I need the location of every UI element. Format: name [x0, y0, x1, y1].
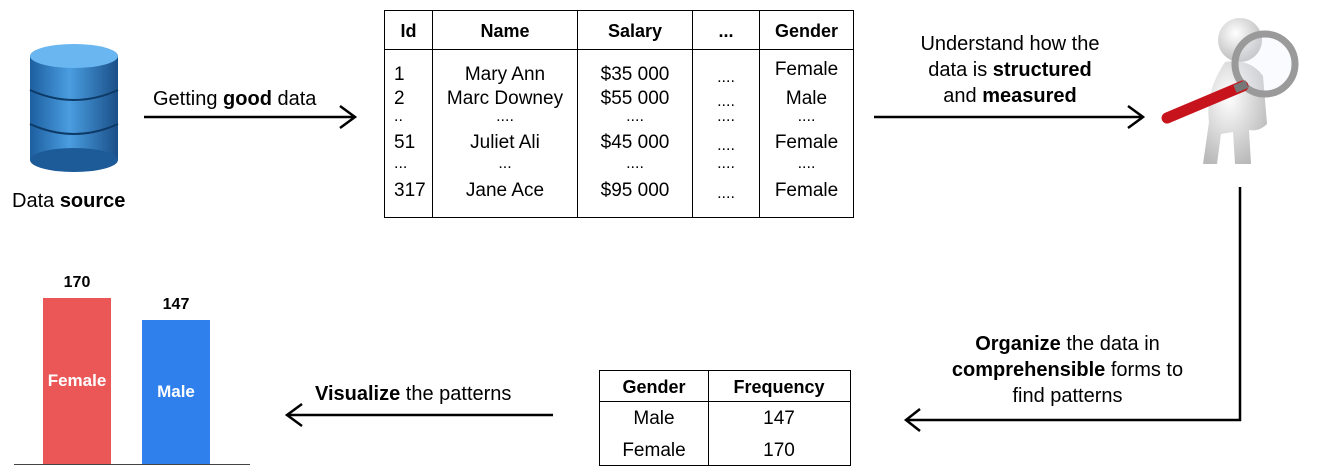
table-cell: 317 [394, 180, 426, 201]
table-cell: .... [717, 185, 735, 202]
table-cell: .... [717, 108, 735, 125]
table-cell: 51 [394, 132, 416, 153]
table-header-gender: Gender [774, 21, 839, 41]
table-cell: Female [774, 59, 839, 80]
table-cell: .... [626, 155, 644, 172]
arrow-left [284, 402, 553, 428]
freq-header-gender: Gender [622, 377, 686, 397]
chart-baseline [14, 464, 250, 465]
table-cell: Marc Downey [446, 88, 564, 109]
table-header-name: Name [480, 21, 530, 41]
table-cell: $45 000 [600, 132, 670, 153]
table-cell: Juliet Ali [470, 132, 540, 153]
table-cell: Female [774, 132, 839, 153]
table-cell: .... [496, 108, 514, 125]
table-cell: Jane Ace [465, 180, 545, 201]
table-cell: .... [797, 108, 816, 125]
bar-male: Male [142, 320, 210, 464]
table-cell: 1 [394, 64, 405, 85]
arrow-right-1 [144, 104, 358, 130]
understand-structure-label: Understand how the data is structured an… [920, 33, 1100, 107]
organize-data-label: Organize the data in comprehensible form… [951, 333, 1184, 407]
table-cell: Female [774, 180, 839, 201]
getting-good-data-label: Getting good data [153, 88, 317, 110]
gender-bar-chart: Female 170 Male 147 [0, 260, 260, 472]
table-cell: .... [626, 108, 644, 125]
database-icon [29, 44, 119, 172]
table-cell: .... [797, 155, 816, 172]
frequency-table: Gender Frequency Male 147 Female 170 [599, 370, 851, 466]
bar-female: Female [43, 298, 111, 464]
freq-cell: 170 [763, 440, 795, 461]
table-cell: Mary Ann [464, 64, 546, 85]
table-cell: .... [717, 137, 735, 154]
data-source-label: Data source [12, 190, 126, 212]
magnifying-glass-figure-icon [1161, 18, 1299, 164]
arrow-down-left [903, 187, 1242, 432]
table-header-id: Id [400, 21, 417, 41]
arrow-right-2 [874, 104, 1146, 130]
table-cell: .. [394, 108, 403, 125]
table-cell: ... [394, 155, 408, 172]
bar-value-label: 147 [162, 296, 190, 314]
table-cell: 2 [394, 88, 405, 109]
table-cell: .... [717, 155, 735, 172]
table-cell: $35 000 [600, 64, 670, 85]
freq-cell: Female [622, 440, 686, 461]
table-cell: Male [785, 88, 828, 109]
table-cell: .... [717, 93, 735, 110]
visualize-patterns-label: Visualize the patterns [315, 383, 512, 405]
freq-cell: 147 [763, 408, 795, 429]
table-header-salary: Salary [607, 21, 663, 41]
table-cell: .... [717, 69, 735, 86]
bar-value-label: 170 [63, 274, 91, 291]
freq-cell: Male [633, 408, 675, 429]
data-table: Id Name Salary ... Gender 1 2 .. 51 ... … [384, 10, 854, 218]
table-header-ellipsis: ... [718, 21, 734, 41]
table-cell: ... [498, 155, 512, 172]
table-cell: $55 000 [600, 88, 670, 109]
freq-header-frequency: Frequency [733, 377, 825, 397]
table-cell: $95 000 [600, 180, 670, 201]
